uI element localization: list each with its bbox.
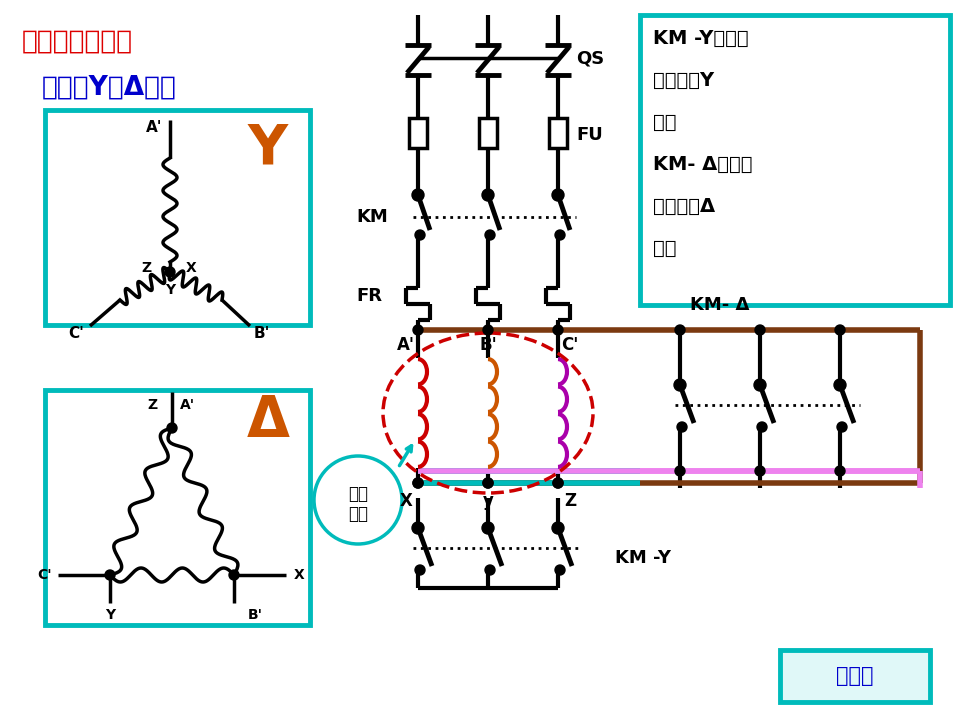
Circle shape xyxy=(675,325,685,335)
Circle shape xyxy=(757,422,767,432)
Circle shape xyxy=(553,190,563,200)
Text: Z: Z xyxy=(142,261,152,275)
Text: Z: Z xyxy=(564,492,576,510)
Text: C': C' xyxy=(37,568,52,582)
Circle shape xyxy=(755,466,765,476)
Bar xyxy=(640,15,950,305)
Bar xyxy=(409,118,427,148)
Circle shape xyxy=(675,466,685,476)
Circle shape xyxy=(165,267,175,277)
Bar xyxy=(45,390,310,625)
Text: Z: Z xyxy=(148,398,158,412)
Text: X: X xyxy=(294,568,304,582)
Text: Y: Y xyxy=(105,608,115,622)
Text: FU: FU xyxy=(576,126,603,144)
Circle shape xyxy=(552,189,564,201)
Circle shape xyxy=(483,478,493,488)
Text: 形。: 形。 xyxy=(653,238,677,258)
Bar xyxy=(549,118,567,148)
Bar xyxy=(45,110,310,325)
Circle shape xyxy=(413,325,423,335)
Circle shape xyxy=(555,565,565,575)
Text: 电机接成Δ: 电机接成Δ xyxy=(653,197,715,215)
Circle shape xyxy=(754,379,766,391)
Circle shape xyxy=(834,379,846,391)
Text: KM: KM xyxy=(356,208,388,226)
Circle shape xyxy=(105,570,115,580)
Circle shape xyxy=(415,565,425,575)
Text: 绕组: 绕组 xyxy=(348,505,368,523)
Circle shape xyxy=(483,190,493,200)
Circle shape xyxy=(413,190,423,200)
Circle shape xyxy=(835,325,845,335)
Text: B': B' xyxy=(253,326,270,341)
Text: KM -Y闭合，: KM -Y闭合， xyxy=(653,29,749,48)
Text: y: y xyxy=(483,492,493,510)
Text: QS: QS xyxy=(576,49,604,67)
Text: A': A' xyxy=(397,336,415,354)
Bar xyxy=(780,650,930,702)
Circle shape xyxy=(412,522,424,534)
Text: KM- Δ闭合，: KM- Δ闭合， xyxy=(653,155,753,174)
Text: 电机的Y－Δ起动: 电机的Y－Δ起动 xyxy=(42,75,177,101)
Text: 电机: 电机 xyxy=(348,485,368,503)
Text: KM -Y: KM -Y xyxy=(615,549,671,567)
Circle shape xyxy=(415,230,425,240)
Text: B': B' xyxy=(248,608,263,622)
Text: 电机接成Y: 电机接成Y xyxy=(653,71,714,89)
Bar xyxy=(479,118,497,148)
Text: A': A' xyxy=(146,120,162,135)
Circle shape xyxy=(483,325,493,335)
Circle shape xyxy=(314,456,402,544)
Text: 主电路: 主电路 xyxy=(836,666,874,686)
Circle shape xyxy=(167,423,177,433)
Text: C': C' xyxy=(562,336,579,354)
Text: Y: Y xyxy=(248,121,288,175)
Text: 形；: 形； xyxy=(653,112,677,132)
Circle shape xyxy=(485,565,495,575)
Circle shape xyxy=(837,422,847,432)
Text: X: X xyxy=(186,261,197,275)
Text: X: X xyxy=(399,492,413,510)
Circle shape xyxy=(835,466,845,476)
Text: A': A' xyxy=(180,398,195,412)
Text: 定时控制例一：: 定时控制例一： xyxy=(22,29,133,55)
Circle shape xyxy=(482,522,494,534)
Text: KM- Δ: KM- Δ xyxy=(690,296,750,314)
Circle shape xyxy=(413,478,423,488)
Circle shape xyxy=(755,325,765,335)
Circle shape xyxy=(674,379,686,391)
Text: Y: Y xyxy=(165,283,175,297)
Circle shape xyxy=(485,230,495,240)
Circle shape xyxy=(229,570,239,580)
Text: FR: FR xyxy=(356,287,382,305)
Circle shape xyxy=(677,422,687,432)
Text: C': C' xyxy=(68,326,84,341)
Circle shape xyxy=(553,478,563,488)
Circle shape xyxy=(413,478,423,488)
Circle shape xyxy=(553,325,563,335)
Circle shape xyxy=(412,189,424,201)
Text: B': B' xyxy=(479,336,497,354)
Circle shape xyxy=(553,478,563,488)
Text: Δ: Δ xyxy=(247,395,290,449)
Circle shape xyxy=(555,230,565,240)
Circle shape xyxy=(552,522,564,534)
Circle shape xyxy=(483,478,493,488)
Circle shape xyxy=(482,189,494,201)
